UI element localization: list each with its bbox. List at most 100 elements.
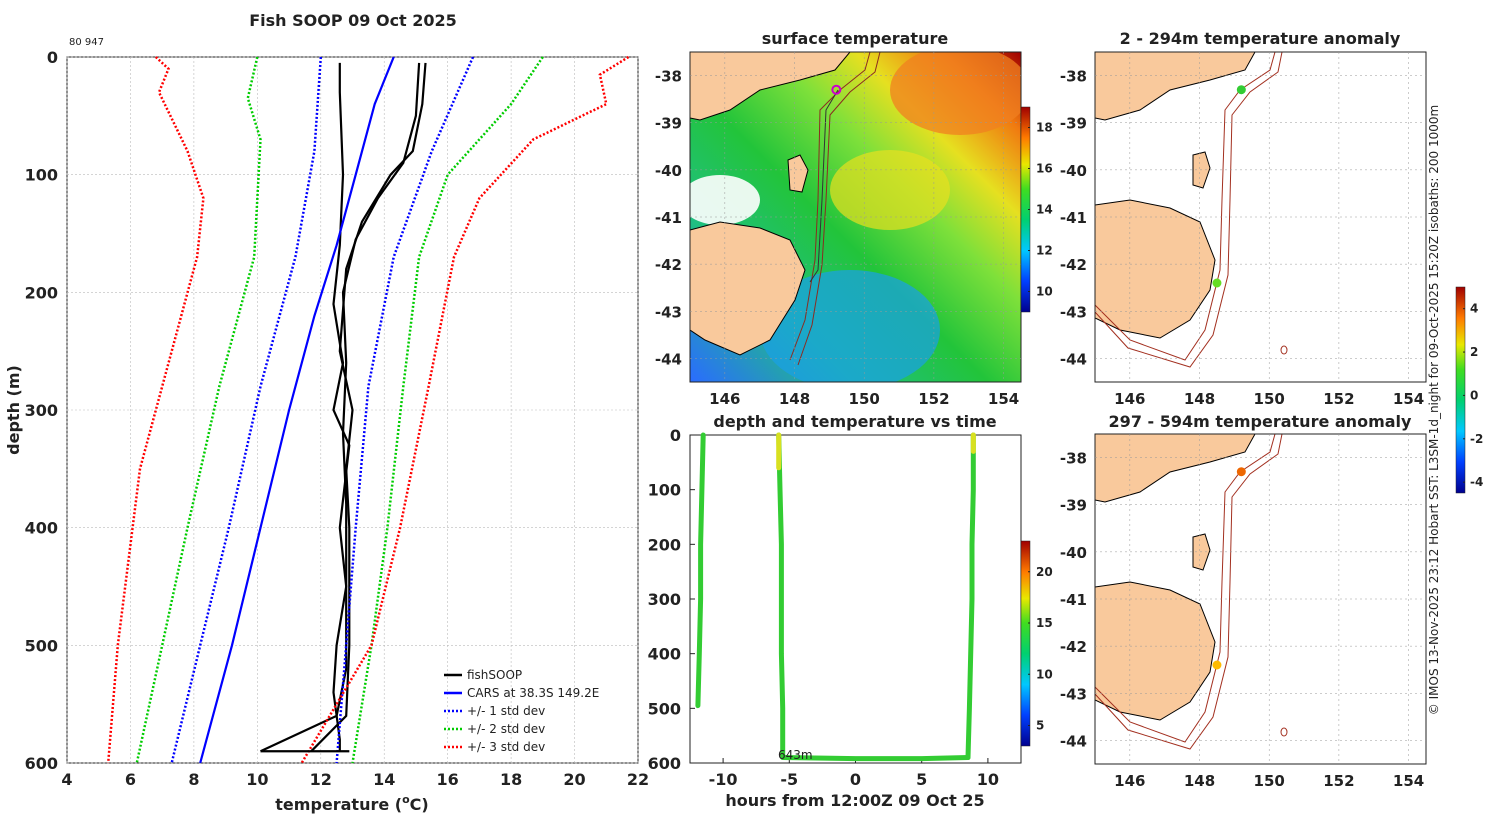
profile-title: Fish SOOP 09 Oct 2025: [249, 11, 457, 30]
legend-label-3std: +/- 3 std dev: [467, 740, 545, 754]
sst-isobath-200: [789, 52, 871, 361]
profile-series-line-4: [170, 56, 323, 764]
legend-label-fishsoop: fishSOOP: [467, 668, 522, 682]
time-axes-box: [689, 434, 1022, 764]
profile-series-line-7: [351, 56, 544, 764]
sst-field: [690, 52, 1021, 382]
sst-land-tasmania: [690, 221, 806, 356]
map-lat-tick: -39: [1060, 115, 1087, 133]
map-lat-tick: -40: [1060, 162, 1087, 180]
time-cast-0: [695, 432, 706, 709]
sst-cool-water: [760, 270, 940, 382]
anomaly-colorbar-tick: 0: [1470, 388, 1478, 402]
time-colorbar-tick: 15: [1036, 616, 1053, 630]
anomaly-deep-title: 297 - 594m temperature anomaly: [1109, 412, 1412, 431]
profile-ylabel: depth (m): [4, 365, 23, 455]
profile-x-tick: 18: [500, 770, 522, 789]
map-lat-tick: -44: [1060, 350, 1087, 368]
map-lat-tick: -39: [655, 115, 682, 133]
anomaly-colorbar-tick-labels: 4 2 0 -2 -4: [1463, 302, 1483, 489]
map-lat-tick: -41: [1060, 209, 1087, 227]
map-lat-tick: -40: [1060, 544, 1087, 562]
time-depth-annotation: 643m: [778, 748, 813, 762]
map-lat-tick: -38: [655, 68, 682, 86]
profile-series-line-1: [310, 62, 427, 752]
sst-vessel-marker: [831, 84, 842, 95]
time-y-tick: 400: [648, 645, 681, 664]
time-y-tick: 600: [648, 754, 681, 773]
anomaly-point-0: [1236, 467, 1246, 477]
time-y-tick: 300: [648, 590, 681, 609]
time-colorbar-tick: 5: [1036, 719, 1044, 733]
time-series: [695, 432, 976, 762]
map-lat-tick: -39: [1060, 497, 1087, 515]
anomaly-point-1: [1212, 278, 1222, 288]
map-lon-tick: 152: [918, 390, 949, 408]
map-lon-tick: 154: [1393, 772, 1424, 790]
profile-panel: Fish SOOP 09 Oct 2025 80 947 4 6 8 10 12 14 16…: [4, 11, 649, 814]
profile-x-tick: 16: [437, 770, 459, 789]
map-lon-tick: 152: [1323, 390, 1354, 408]
map-lon-tick: 150: [1254, 390, 1285, 408]
time-y-tick: 200: [648, 535, 681, 554]
time-colorbar-tick-labels: 5 10 15 20: [1028, 565, 1053, 733]
map-lon-tick: 146: [709, 390, 740, 408]
anomaly-shallow-land-tasmania: [1095, 199, 1216, 339]
anomaly-colorbar: [1455, 286, 1466, 494]
anomaly-shallow-seamount: [1280, 345, 1288, 355]
map-lon-tick: 146: [1114, 390, 1145, 408]
time-xlabel: hours from 12:00Z 09 Oct 25: [725, 791, 984, 810]
anomaly-deep-grid: [1095, 434, 1426, 764]
profile-y-tick-labels: 0 100 200 300 400 500 600: [25, 48, 58, 773]
map-lat-tick: -38: [1060, 450, 1087, 468]
profile-series-line-8: [106, 56, 205, 764]
map-lat-tick: -43: [1060, 303, 1087, 321]
map-lat-tick: -42: [1060, 256, 1087, 274]
profile-series-line-9: [300, 55, 630, 764]
time-title: depth and temperature vs time: [713, 412, 996, 431]
anomaly-colorbar-tick: 2: [1470, 345, 1478, 359]
anomaly-deep-land-tasmania: [1095, 581, 1216, 721]
anomaly-shallow-geography: [1095, 52, 1288, 368]
map-lon-tick: 154: [988, 390, 1019, 408]
map-lat-tick: -41: [1060, 591, 1087, 609]
map-lon-tick: 148: [1184, 390, 1215, 408]
profile-x-tick: 20: [563, 770, 585, 789]
profile-series-line-0: [332, 62, 351, 752]
sst-map-grid: [690, 52, 1021, 382]
sst-warm-eddy: [830, 150, 950, 230]
map-lon-tick: 152: [1323, 772, 1354, 790]
anomaly-shallow-panel: 2 - 294m temperature anomaly 146 148 150 15…: [1060, 29, 1427, 408]
anomaly-deep-tick-labels: 146 148 150 152 154 -38 -39 -40 -41 -42 -43 -44: [1060, 450, 1424, 790]
profile-x-tick: 14: [373, 770, 395, 789]
sst-cloud-mask: [690, 175, 760, 225]
profile-corner-label: 80 947: [69, 37, 104, 48]
time-cast-2: [780, 755, 971, 762]
time-x-tick: 5: [916, 770, 927, 789]
map-lon-tick: 150: [849, 390, 880, 408]
sst-colorbar-tick: 16: [1036, 162, 1053, 176]
profile-series-line-3: [199, 56, 395, 764]
anomaly-colorbar-tick: -4: [1470, 475, 1483, 489]
time-cast-3: [965, 432, 976, 760]
anomaly-deep-isobath-200: [1095, 434, 1276, 743]
sst-map-title: surface temperature: [762, 29, 949, 48]
sst-map-tick-labels: 146 148 150 152 154 -38 -39 -40 -41 -42 -43 -44: [655, 68, 1019, 408]
sst-colorbar-tick: 10: [1036, 285, 1053, 299]
profile-y-tick: 600: [25, 754, 58, 773]
anomaly-shallow-points: [1212, 85, 1246, 288]
time-colorbar-tick: 10: [1036, 667, 1053, 681]
sst-colorbar-tick-labels: 10 12 14 16 18: [1028, 121, 1053, 299]
profile-x-tick: 8: [188, 770, 199, 789]
legend-label-1std: +/- 1 std dev: [467, 704, 545, 718]
legend-label-cars: CARS at 38.3S 149.2E: [467, 686, 599, 700]
map-lat-tick: -44: [1060, 732, 1087, 750]
anomaly-deep-points: [1212, 467, 1246, 670]
map-lon-tick: 146: [1114, 772, 1145, 790]
profile-legend: fishSOOP CARS at 38.3S 149.2E +/- 1 std …: [444, 668, 599, 754]
map-lat-tick: -38: [1060, 68, 1087, 86]
anomaly-colorbar-tick: 4: [1470, 302, 1478, 316]
time-x-tick: 0: [850, 770, 861, 789]
anomaly-shallow-tick-labels: 146 148 150 152 154 -38 -39 -40 -41 -42 -43 -44: [1060, 68, 1424, 408]
